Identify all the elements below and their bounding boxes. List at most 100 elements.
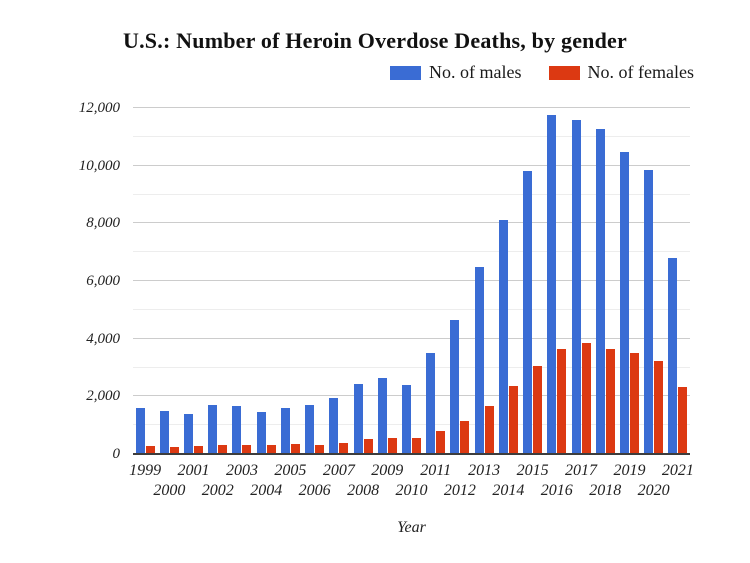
bar-males-2010: [402, 384, 412, 454]
bar-females-2003: [242, 445, 252, 454]
bar-females-2001: [194, 446, 204, 454]
bar-group-2003: [230, 108, 254, 454]
bar-group-2015: [521, 108, 545, 454]
bar-females-2010: [412, 438, 422, 454]
bar-group-2016: [545, 108, 569, 454]
bar-series-container: [133, 108, 690, 454]
bar-males-2006: [305, 405, 315, 454]
bar-males-2007: [329, 398, 339, 454]
bar-males-2021: [668, 258, 678, 454]
plot-area: [133, 107, 690, 455]
bar-females-2018: [605, 348, 615, 454]
x-axis-line: [133, 453, 690, 455]
bar-males-2002: [208, 405, 218, 454]
major-gridline-12000: [133, 107, 690, 108]
legend-swatch-females-icon: [548, 65, 580, 80]
bar-group-2004: [254, 108, 278, 454]
legend-item-females: No. of females: [548, 62, 694, 83]
y-tick-label-0: 0: [112, 446, 121, 462]
legend-label-males: No. of males: [429, 62, 522, 82]
bar-females-2007: [339, 442, 349, 454]
x-tick-label-2017: 2017: [565, 462, 598, 479]
bar-males-2011: [426, 353, 436, 454]
x-tick-label-2002: 2002: [201, 482, 234, 499]
bar-females-2000: [169, 447, 179, 454]
minor-gridline-7000: [133, 251, 690, 253]
bar-males-2015: [523, 170, 533, 454]
bar-group-2018: [593, 108, 617, 454]
x-tick-label-2012: 2012: [443, 482, 476, 499]
x-tick-label-1999: 1999: [129, 462, 162, 479]
bar-group-2006: [303, 108, 327, 454]
bar-males-2009: [377, 378, 387, 454]
bar-males-2014: [498, 219, 508, 454]
major-gridline-2000: [133, 395, 690, 397]
bar-males-2017: [571, 120, 581, 454]
bar-males-2020: [644, 170, 654, 454]
x-tick-label-2001: 2001: [177, 462, 210, 479]
bar-group-2009: [375, 108, 399, 454]
bar-females-2020: [654, 360, 664, 454]
x-tick-label-2011: 2011: [420, 462, 452, 479]
bar-group-2000: [157, 108, 181, 454]
x-axis-title: Year: [397, 519, 426, 536]
x-tick-label-2008: 2008: [347, 482, 380, 499]
major-gridline-10000: [133, 164, 690, 166]
major-gridline-8000: [133, 222, 690, 224]
bar-group-2005: [278, 108, 302, 454]
bar-females-2004: [266, 444, 276, 454]
bar-males-2005: [280, 408, 290, 454]
legend-item-males: No. of males: [390, 62, 522, 83]
minor-gridline-9000: [133, 193, 690, 195]
bar-females-2021: [678, 387, 688, 454]
bar-females-2014: [508, 386, 518, 454]
y-tick-label-12000: 12,000: [78, 100, 120, 116]
y-tick-label-10000: 10,000: [78, 157, 120, 174]
minor-gridline-1000: [133, 424, 690, 426]
bar-males-2000: [159, 410, 169, 454]
bar-males-2016: [547, 115, 557, 454]
minor-gridline-3000: [133, 366, 690, 368]
bar-males-2013: [474, 266, 484, 454]
bar-group-2007: [327, 108, 351, 454]
x-tick-label-2016: 2016: [540, 482, 573, 499]
major-gridline-4000: [133, 337, 690, 339]
y-tick-label-6000: 6,000: [86, 273, 120, 289]
x-tick-label-2003: 2003: [225, 462, 258, 479]
bar-females-2008: [363, 439, 373, 454]
x-tick-label-2020: 2020: [637, 482, 670, 499]
y-tick-label-4000: 4,000: [86, 330, 120, 347]
y-tick-label-2000: 2,000: [86, 388, 120, 405]
x-tick-label-2021: 2021: [661, 462, 694, 479]
x-tick-label-2015: 2015: [516, 462, 549, 479]
bar-group-2001: [181, 108, 205, 454]
legend-label-females: No. of females: [587, 62, 694, 82]
bar-females-2009: [387, 437, 397, 454]
bar-group-2002: [206, 108, 230, 454]
bar-females-2015: [533, 366, 543, 454]
x-tick-label-2018: 2018: [589, 482, 622, 499]
bar-females-2012: [460, 420, 470, 454]
bar-group-2021: [666, 108, 690, 454]
chart-title: U.S.: Number of Heroin Overdose Deaths, …: [123, 28, 627, 53]
bar-females-2011: [436, 430, 446, 454]
bar-males-1999: [135, 407, 145, 454]
x-tick-label-2019: 2019: [613, 462, 646, 479]
minor-gridline-11000: [133, 135, 690, 137]
bar-group-2012: [448, 108, 472, 454]
bar-group-2020: [642, 108, 666, 454]
bar-group-2017: [569, 108, 593, 454]
x-tick-label-2006: 2006: [298, 482, 331, 499]
major-gridline-6000: [133, 280, 690, 281]
bar-females-2005: [290, 443, 300, 454]
bar-group-2014: [496, 108, 520, 454]
bar-group-2011: [424, 108, 448, 454]
bar-males-2012: [450, 320, 460, 454]
bar-males-2003: [232, 405, 242, 454]
bar-males-2018: [595, 129, 605, 454]
bar-group-2013: [472, 108, 496, 454]
bar-females-2006: [315, 444, 325, 454]
bar-females-2013: [484, 405, 494, 454]
bar-males-2008: [353, 383, 363, 454]
